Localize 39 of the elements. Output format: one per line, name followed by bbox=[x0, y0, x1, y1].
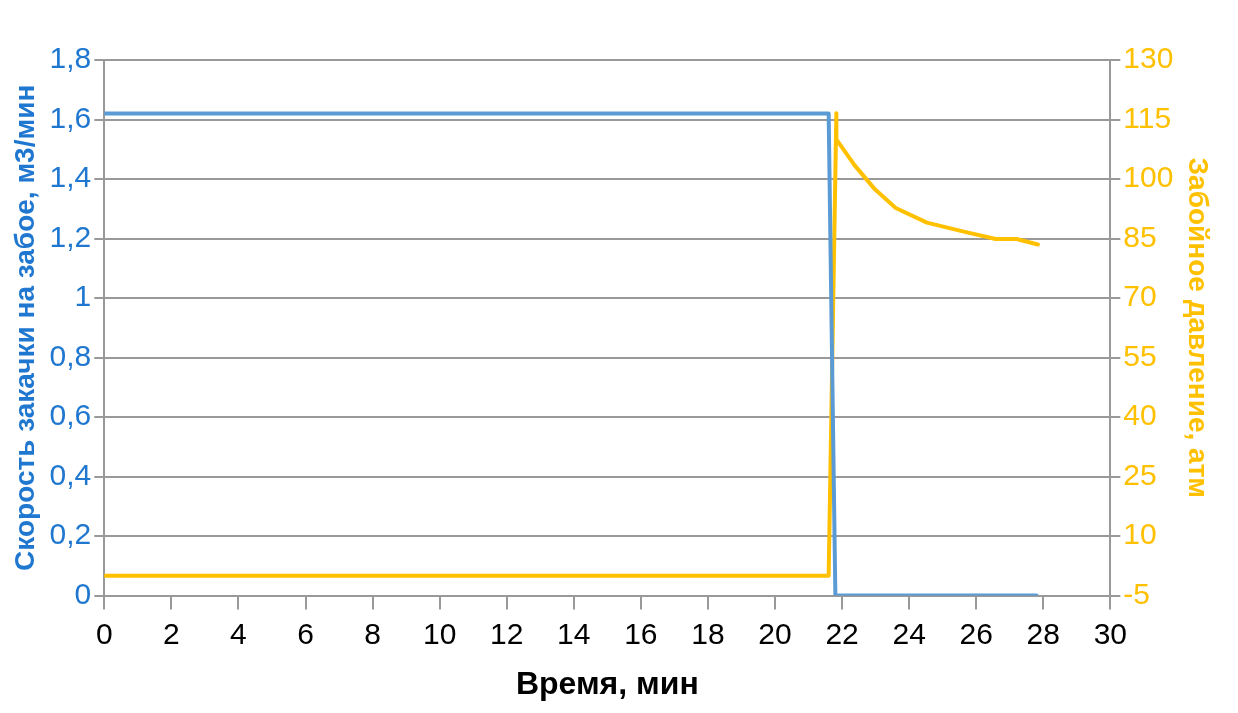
y2-tick-label: 55 bbox=[1123, 338, 1157, 372]
y2-tick-label: 115 bbox=[1123, 100, 1172, 134]
x-tick-label: 6 bbox=[297, 616, 314, 650]
y-tick-label: 0,8 bbox=[49, 338, 92, 372]
y2-tick-label: 10 bbox=[1123, 517, 1157, 551]
y-tick-label: 1,4 bbox=[49, 160, 92, 194]
x-axis-title: Время, мин bbox=[515, 664, 699, 701]
x-tick-label: 20 bbox=[758, 616, 792, 650]
x-tick-label: 14 bbox=[557, 616, 591, 650]
x-tick-label: 18 bbox=[691, 616, 725, 650]
y-tick-label: 1,2 bbox=[49, 219, 92, 253]
x-tick-label: 2 bbox=[163, 616, 180, 650]
x-tick-label: 12 bbox=[490, 616, 524, 650]
y2-tick-label: 40 bbox=[1123, 398, 1157, 432]
y-tick-label: 0,6 bbox=[49, 398, 92, 432]
y2-tick-label: 85 bbox=[1123, 219, 1157, 253]
y-tick-label: 0,4 bbox=[49, 457, 92, 491]
y-tick-label: 0,2 bbox=[49, 517, 92, 551]
y2-axis-title: Забойное давление, атм bbox=[1183, 157, 1215, 499]
y-tick-label: 1,6 bbox=[49, 100, 92, 134]
x-tick-label: 10 bbox=[422, 616, 457, 650]
y2-tick-label: 25 bbox=[1123, 457, 1157, 491]
x-tick-label: 28 bbox=[1026, 616, 1060, 650]
x-tick-label: 8 bbox=[364, 616, 381, 650]
x-tick-label: 0 bbox=[95, 616, 113, 650]
y2-tick-label: 70 bbox=[1123, 279, 1157, 313]
x-tick-label: 24 bbox=[892, 616, 926, 650]
y2-tick-label: 100 bbox=[1123, 160, 1174, 194]
y-tick-label: 1 bbox=[74, 279, 92, 313]
y2-tick-label: -5 bbox=[1123, 576, 1151, 610]
x-tick-label: 16 bbox=[624, 616, 658, 650]
y-tick-label: 1,8 bbox=[49, 41, 92, 75]
x-tick-label: 26 bbox=[959, 616, 993, 650]
y-tick-label: 0 bbox=[74, 576, 92, 610]
y2-tick-label: 130 bbox=[1123, 41, 1174, 75]
y-axis-title: Скорость закачки на забое, м3/мин bbox=[8, 84, 40, 571]
x-tick-label: 4 bbox=[230, 616, 247, 650]
x-tick-label: 22 bbox=[825, 616, 859, 650]
x-tick-label: 30 bbox=[1093, 616, 1128, 650]
